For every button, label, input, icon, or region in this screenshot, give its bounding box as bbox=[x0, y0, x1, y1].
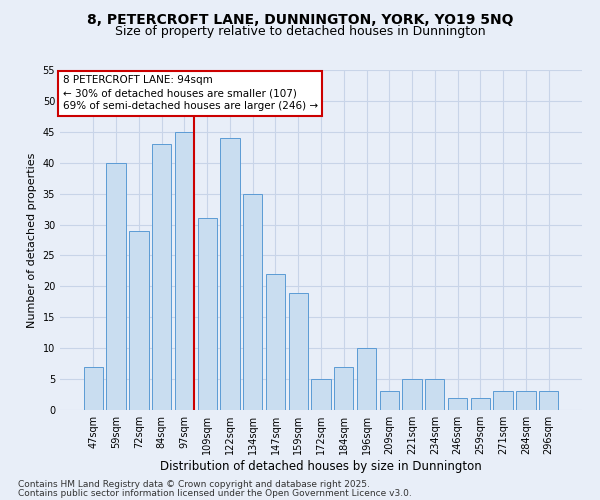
Bar bbox=[539, 392, 558, 410]
Text: Size of property relative to detached houses in Dunnington: Size of property relative to detached ho… bbox=[115, 25, 485, 38]
Bar bbox=[311, 379, 331, 410]
Bar bbox=[84, 366, 103, 410]
Text: Contains HM Land Registry data © Crown copyright and database right 2025.: Contains HM Land Registry data © Crown c… bbox=[18, 480, 370, 489]
X-axis label: Distribution of detached houses by size in Dunnington: Distribution of detached houses by size … bbox=[160, 460, 482, 473]
Bar bbox=[448, 398, 467, 410]
Bar bbox=[334, 366, 353, 410]
Bar bbox=[403, 379, 422, 410]
Text: 8, PETERCROFT LANE, DUNNINGTON, YORK, YO19 5NQ: 8, PETERCROFT LANE, DUNNINGTON, YORK, YO… bbox=[87, 12, 513, 26]
Bar bbox=[152, 144, 172, 410]
Bar bbox=[220, 138, 239, 410]
Bar bbox=[175, 132, 194, 410]
Bar bbox=[266, 274, 285, 410]
Bar bbox=[197, 218, 217, 410]
Bar bbox=[106, 162, 126, 410]
Y-axis label: Number of detached properties: Number of detached properties bbox=[27, 152, 37, 328]
Text: 8 PETERCROFT LANE: 94sqm
← 30% of detached houses are smaller (107)
69% of semi-: 8 PETERCROFT LANE: 94sqm ← 30% of detach… bbox=[62, 75, 318, 112]
Bar bbox=[470, 398, 490, 410]
Bar bbox=[516, 392, 536, 410]
Bar bbox=[380, 392, 399, 410]
Bar bbox=[129, 230, 149, 410]
Bar bbox=[243, 194, 262, 410]
Text: Contains public sector information licensed under the Open Government Licence v3: Contains public sector information licen… bbox=[18, 488, 412, 498]
Bar bbox=[357, 348, 376, 410]
Bar bbox=[425, 379, 445, 410]
Bar bbox=[289, 292, 308, 410]
Bar bbox=[493, 392, 513, 410]
